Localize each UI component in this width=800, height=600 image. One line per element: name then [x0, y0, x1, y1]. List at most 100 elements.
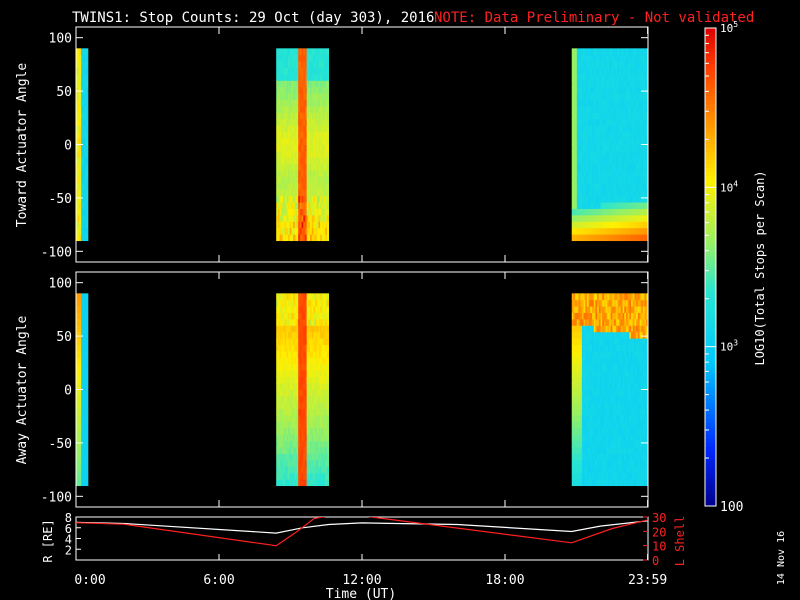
toward-cell: [575, 215, 578, 222]
toward-cell: [321, 189, 324, 197]
away-cell: [629, 383, 632, 390]
toward-cell: [622, 112, 625, 120]
toward-cell: [622, 138, 625, 145]
toward-cell: [586, 99, 590, 107]
away-cell: [320, 440, 323, 448]
toward-cell: [306, 112, 309, 120]
away-cell: [629, 434, 632, 442]
toward-cell: [641, 195, 644, 203]
toward-cell: [76, 189, 79, 197]
away-cell: [304, 460, 308, 467]
toward-cell: [610, 61, 613, 68]
toward-cell: [79, 86, 82, 94]
toward-cell: [81, 86, 84, 94]
toward-cell: [622, 131, 625, 139]
toward-cell: [301, 74, 304, 81]
away-cell: [282, 383, 286, 390]
toward-cell: [620, 80, 623, 88]
away-cell: [576, 306, 579, 313]
away-cell: [576, 402, 579, 410]
away-cell: [597, 415, 600, 422]
away-cell: [595, 466, 598, 474]
away-cell: [586, 427, 590, 435]
toward-cell: [617, 86, 620, 94]
toward-cell: [583, 163, 586, 171]
away-cell: [593, 440, 596, 448]
toward-cell: [299, 170, 302, 177]
away-cell: [315, 395, 318, 403]
away-cell: [316, 331, 319, 339]
toward-cell: [583, 189, 586, 197]
away-cell: [603, 479, 607, 487]
away-cell: [620, 427, 623, 435]
toward-cell: [575, 227, 578, 235]
away-cell: [282, 370, 286, 378]
away-cell: [629, 370, 632, 378]
toward-cell: [605, 106, 608, 113]
away-cell: [293, 395, 296, 403]
toward-cell: [585, 106, 588, 113]
away-cell: [575, 402, 578, 410]
toward-cell: [316, 112, 319, 120]
toward-cell: [77, 93, 80, 101]
toward-cell: [634, 54, 637, 62]
away-cell: [299, 427, 302, 435]
away-cell: [316, 306, 319, 313]
toward-cell: [573, 189, 576, 197]
away-cell: [79, 472, 82, 480]
toward-cell: [619, 125, 622, 133]
toward-cell: [629, 163, 632, 171]
toward-cell: [323, 150, 326, 158]
away-cell: [634, 389, 637, 397]
toward-cell: [580, 182, 583, 190]
away-cell: [610, 306, 613, 313]
away-cell: [575, 299, 578, 307]
toward-cell: [578, 227, 581, 235]
away-cell: [294, 447, 297, 454]
away-cell: [617, 319, 620, 326]
toward-cell: [602, 195, 605, 203]
away-cell: [627, 357, 630, 365]
toward-cell: [646, 202, 649, 209]
away-cell: [79, 389, 82, 397]
toward-cell: [603, 99, 607, 107]
away-cell: [615, 460, 618, 467]
away-cell: [617, 389, 620, 397]
toward-cell: [593, 125, 596, 133]
toward-cell: [602, 163, 605, 171]
away-cell: [81, 376, 84, 384]
toward-cell: [79, 221, 82, 229]
away-cell: [636, 466, 639, 474]
toward-cell: [644, 163, 647, 171]
toward-cell: [636, 112, 639, 120]
away-cell: [306, 363, 309, 371]
toward-cell: [590, 182, 593, 190]
toward-cell: [284, 144, 287, 152]
away-cell: [583, 408, 586, 416]
toward-cell: [306, 80, 309, 88]
away-cell: [617, 440, 620, 448]
away-cell: [281, 415, 284, 422]
away-cell: [81, 466, 84, 474]
toward-cell: [642, 125, 646, 133]
toward-cell: [279, 99, 282, 107]
toward-cell: [598, 106, 601, 113]
toward-cell: [585, 131, 588, 139]
toward-ytick-label: 0: [64, 139, 72, 154]
away-cell: [304, 421, 308, 429]
toward-cell: [610, 125, 613, 133]
toward-cell: [603, 118, 607, 126]
away-cell: [637, 376, 640, 384]
away-cell: [639, 415, 642, 422]
away-cell: [82, 351, 85, 358]
toward-cell: [576, 176, 579, 184]
toward-cell: [615, 112, 618, 120]
toward-cell: [586, 67, 590, 75]
toward-cell: [76, 106, 79, 113]
toward-cell: [603, 182, 607, 190]
away-cell: [595, 312, 598, 320]
away-cell: [636, 395, 639, 403]
toward-cell: [581, 163, 584, 171]
away-cell: [588, 312, 591, 320]
toward-cell: [84, 150, 87, 158]
